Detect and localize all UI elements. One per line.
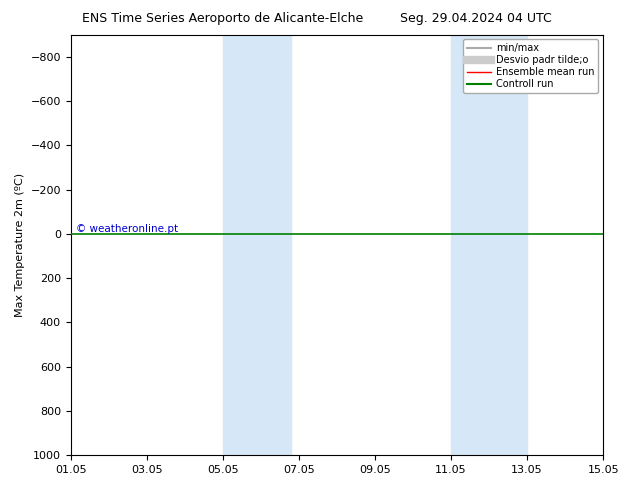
Text: Seg. 29.04.2024 04 UTC: Seg. 29.04.2024 04 UTC [400, 12, 552, 25]
Y-axis label: Max Temperature 2m (ºC): Max Temperature 2m (ºC) [15, 173, 25, 317]
Bar [489, 35, 527, 455]
Legend: min/max, Desvio padr tilde;o, Ensemble mean run, Controll run: min/max, Desvio padr tilde;o, Ensemble m… [463, 40, 598, 93]
Bar [261, 35, 292, 455]
Bar [223, 35, 261, 455]
Bar [451, 35, 489, 455]
Text: ENS Time Series Aeroporto de Alicante-Elche: ENS Time Series Aeroporto de Alicante-El… [82, 12, 364, 25]
Text: © weatheronline.pt: © weatheronline.pt [76, 224, 178, 234]
